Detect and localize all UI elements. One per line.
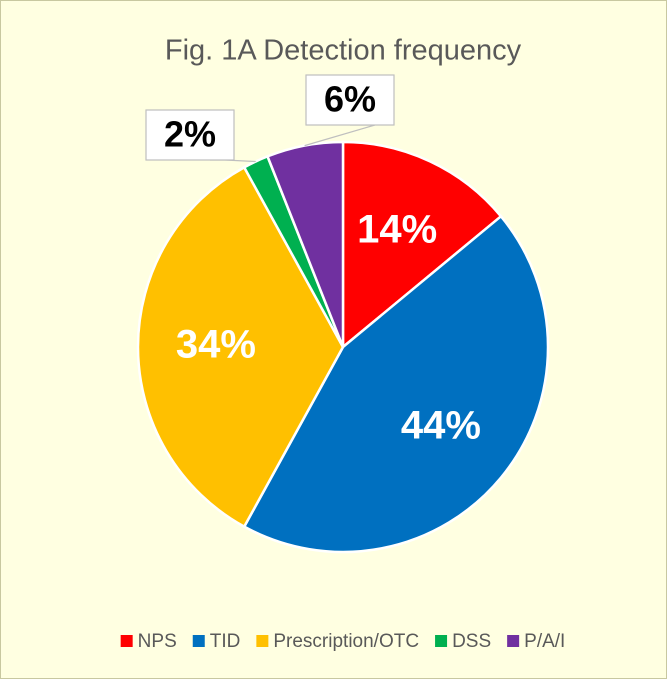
- data-label: 44%: [401, 404, 481, 448]
- legend-label: Prescription/OTC: [273, 631, 419, 652]
- data-label: 14%: [357, 208, 437, 252]
- data-label: 34%: [176, 323, 256, 367]
- pie: [136, 140, 550, 554]
- legend-label: NPS: [138, 631, 177, 652]
- legend-label: P/A/I: [524, 631, 565, 652]
- pie-slice: [136, 165, 345, 529]
- legend-swatch: [120, 635, 133, 647]
- legend: NPS TID Prescription/OTC DSS P/A/I: [120, 631, 565, 652]
- legend-swatch: [192, 635, 205, 647]
- pie-slice: [242, 214, 550, 554]
- label-box: [305, 74, 395, 126]
- legend-label: TID: [210, 631, 241, 652]
- legend-swatch: [435, 635, 448, 647]
- pie-slice: [265, 140, 345, 348]
- label-box: [145, 109, 235, 161]
- data-labels: 14% 44% 34% 2% 6%: [145, 74, 481, 448]
- legend-label: DSS: [452, 631, 491, 652]
- data-label: 6%: [324, 79, 376, 120]
- pie-slice: [341, 140, 503, 350]
- legend-swatch: [507, 635, 520, 647]
- legend-swatch: [256, 635, 269, 647]
- data-label: 2%: [164, 114, 216, 155]
- chart-title: Fig. 1A Detection frequency: [165, 35, 522, 67]
